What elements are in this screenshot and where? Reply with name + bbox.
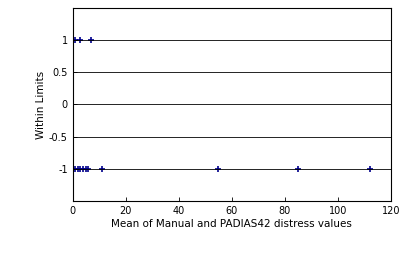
X-axis label: Mean of Manual and PADIAS42 distress values: Mean of Manual and PADIAS42 distress val… bbox=[111, 219, 352, 229]
Y-axis label: Within Limits: Within Limits bbox=[36, 70, 46, 139]
